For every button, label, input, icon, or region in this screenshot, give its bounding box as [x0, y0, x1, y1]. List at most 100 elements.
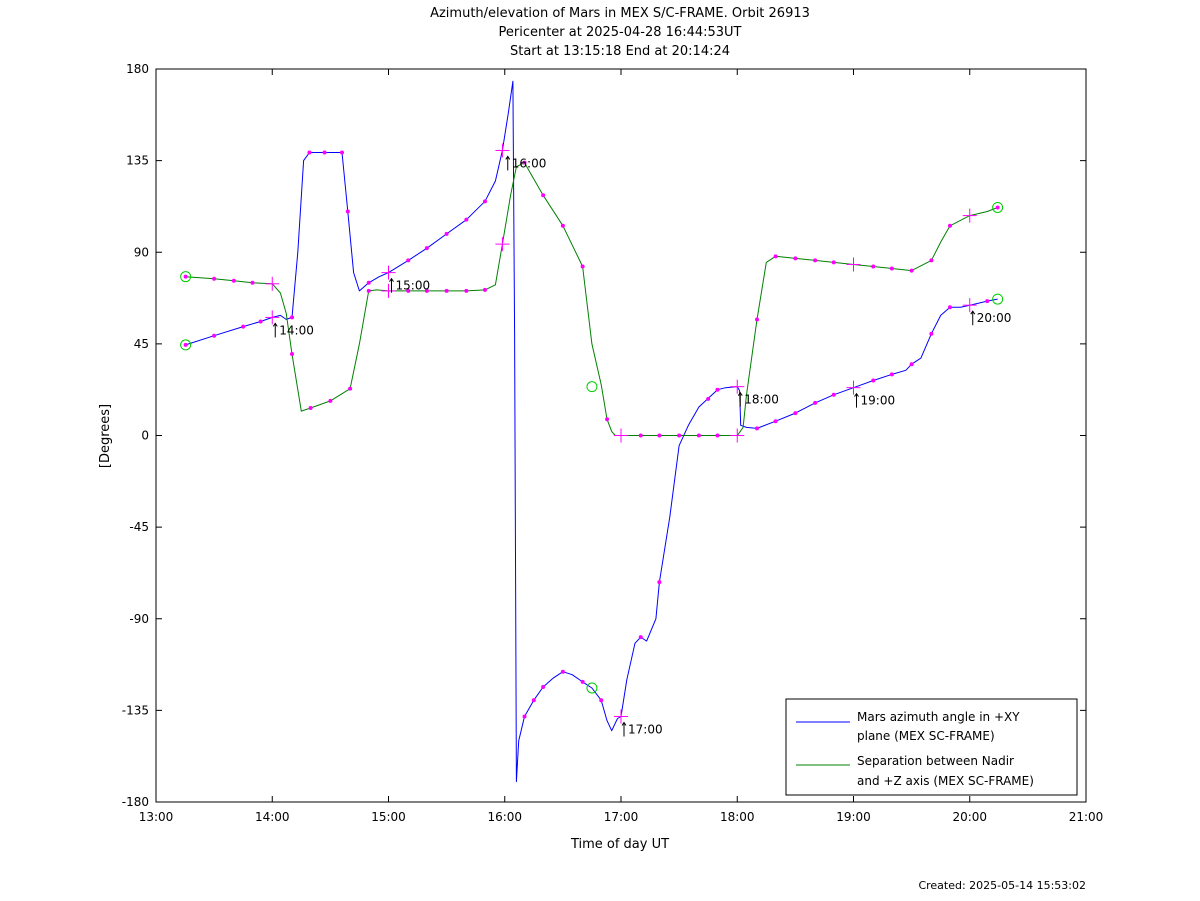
data-point-dot	[793, 256, 798, 261]
data-point-dot	[696, 433, 701, 438]
data-point-dot	[831, 260, 836, 265]
data-point-dot	[657, 580, 662, 585]
x-tick-label: 20:00	[952, 810, 987, 824]
chart-title: Azimuth/elevation of Mars in MEX S/C-FRA…	[430, 6, 810, 59]
y-tick-label: 135	[126, 154, 149, 168]
x-tick-label: 13:00	[139, 810, 174, 824]
y-tick-label: 90	[134, 245, 149, 259]
y-tick-label: 180	[126, 62, 149, 76]
marker-layer	[180, 143, 1004, 724]
x-tick-label: 17:00	[604, 810, 639, 824]
data-point-dot	[183, 342, 188, 347]
annotation-layer: 14:00 15:00 16:00 17:00 18:00 19:00 20:00	[272, 155, 1012, 737]
data-point-dot	[831, 392, 836, 397]
data-point-dot	[522, 714, 527, 719]
data-point-dot	[366, 288, 371, 293]
data-point-dot	[813, 258, 818, 263]
x-axis: 13:00 14:00 15:00 16:00 17:00 18:00 19:00 20:00…	[139, 69, 1104, 824]
title-line-1: Azimuth/elevation of Mars in MEX S/C-FRA…	[430, 6, 810, 21]
legend-label-azimuth-1: Mars azimuth angle in +XY	[857, 710, 1020, 724]
legend-label-separation-2: and +Z axis (MEX SC-FRAME)	[857, 774, 1034, 788]
annotation-arrow-head	[970, 310, 976, 315]
annotation-arrow-head	[737, 391, 743, 396]
data-point-dot	[464, 288, 469, 293]
data-point-dot	[424, 288, 429, 293]
data-point-dot	[995, 205, 1000, 210]
data-point-dot	[212, 333, 217, 338]
annotation-label: 16:00	[512, 156, 547, 170]
data-point-dot	[793, 411, 798, 416]
data-point-dot	[638, 433, 643, 438]
data-point-dot	[773, 419, 778, 424]
data-point-dot	[638, 635, 643, 640]
y-tick-label: 0	[141, 429, 149, 443]
data-point-dot	[947, 223, 952, 228]
data-point-dot	[755, 317, 760, 322]
data-point-dot	[599, 698, 604, 703]
x-tick-label: 21:00	[1069, 810, 1104, 824]
data-point-dot	[929, 258, 934, 263]
event-circle	[586, 682, 598, 694]
data-point-dot	[482, 287, 487, 292]
data-point-dot	[366, 280, 371, 285]
azimuth-series-line	[185, 80, 998, 783]
data-point-dot	[250, 280, 255, 285]
x-tick-label: 15:00	[371, 810, 406, 824]
data-point-dot	[755, 426, 760, 431]
annotation-label: 14:00	[279, 323, 314, 337]
data-point-dot	[909, 362, 914, 367]
data-point-dot	[183, 274, 188, 279]
data-point-dot	[328, 398, 333, 403]
data-point-dot	[813, 400, 818, 405]
data-point-dot	[871, 378, 876, 383]
y-tick-label: -135	[122, 703, 149, 717]
data-point-dot	[348, 386, 353, 391]
legend-box	[785, 698, 1078, 796]
data-point-dot	[290, 315, 295, 320]
x-axis-label: Time of day UT	[570, 837, 669, 852]
data-point-dot	[580, 679, 585, 684]
data-point-dot	[531, 698, 536, 703]
data-point-dot	[541, 193, 546, 198]
y-axis-label: [Degrees]	[98, 404, 113, 468]
data-point-dot	[889, 372, 894, 377]
legend-label-separation-1: Separation between Nadir	[857, 754, 1014, 768]
separation-series-line	[185, 162, 998, 436]
y-tick-label: -45	[129, 520, 149, 534]
data-point-dot	[345, 209, 350, 214]
x-tick-label: 14:00	[255, 810, 290, 824]
data-point-dot	[889, 266, 894, 271]
event-circle	[180, 271, 192, 283]
data-point-dot	[605, 417, 610, 422]
series-layer	[185, 80, 998, 783]
data-point-dot	[212, 276, 217, 281]
x-tick-label: 18:00	[720, 810, 755, 824]
data-point-dot	[290, 352, 295, 357]
data-point-dot	[560, 669, 565, 674]
data-point-dot	[322, 150, 327, 155]
data-point-dot	[580, 264, 585, 269]
data-point-dot	[985, 299, 990, 304]
data-point-dot	[677, 433, 682, 438]
data-point-dot	[522, 160, 527, 165]
data-point-dot	[406, 258, 411, 263]
data-point-dot	[947, 305, 952, 310]
y-tick-label: -90	[129, 612, 149, 626]
data-point-dot	[464, 217, 469, 222]
data-point-dot	[424, 246, 429, 251]
data-point-dot	[258, 319, 263, 324]
data-point-dot	[706, 396, 711, 401]
annotation-arrow-head	[272, 322, 278, 327]
x-tick-label: 19:00	[836, 810, 871, 824]
data-point-dot	[871, 264, 876, 269]
annotation-label: 20:00	[977, 311, 1012, 325]
data-point-dot	[482, 199, 487, 204]
annotation-arrow-head	[621, 721, 627, 726]
legend-label-azimuth-2: plane (MEX SC-FRAME)	[857, 729, 995, 743]
y-tick-label: 45	[134, 337, 149, 351]
data-point-dot	[444, 231, 449, 236]
title-line-3: Start at 13:15:18 End at 20:14:24	[510, 44, 730, 59]
data-point-dot	[340, 150, 344, 155]
data-point-dot	[657, 433, 662, 438]
